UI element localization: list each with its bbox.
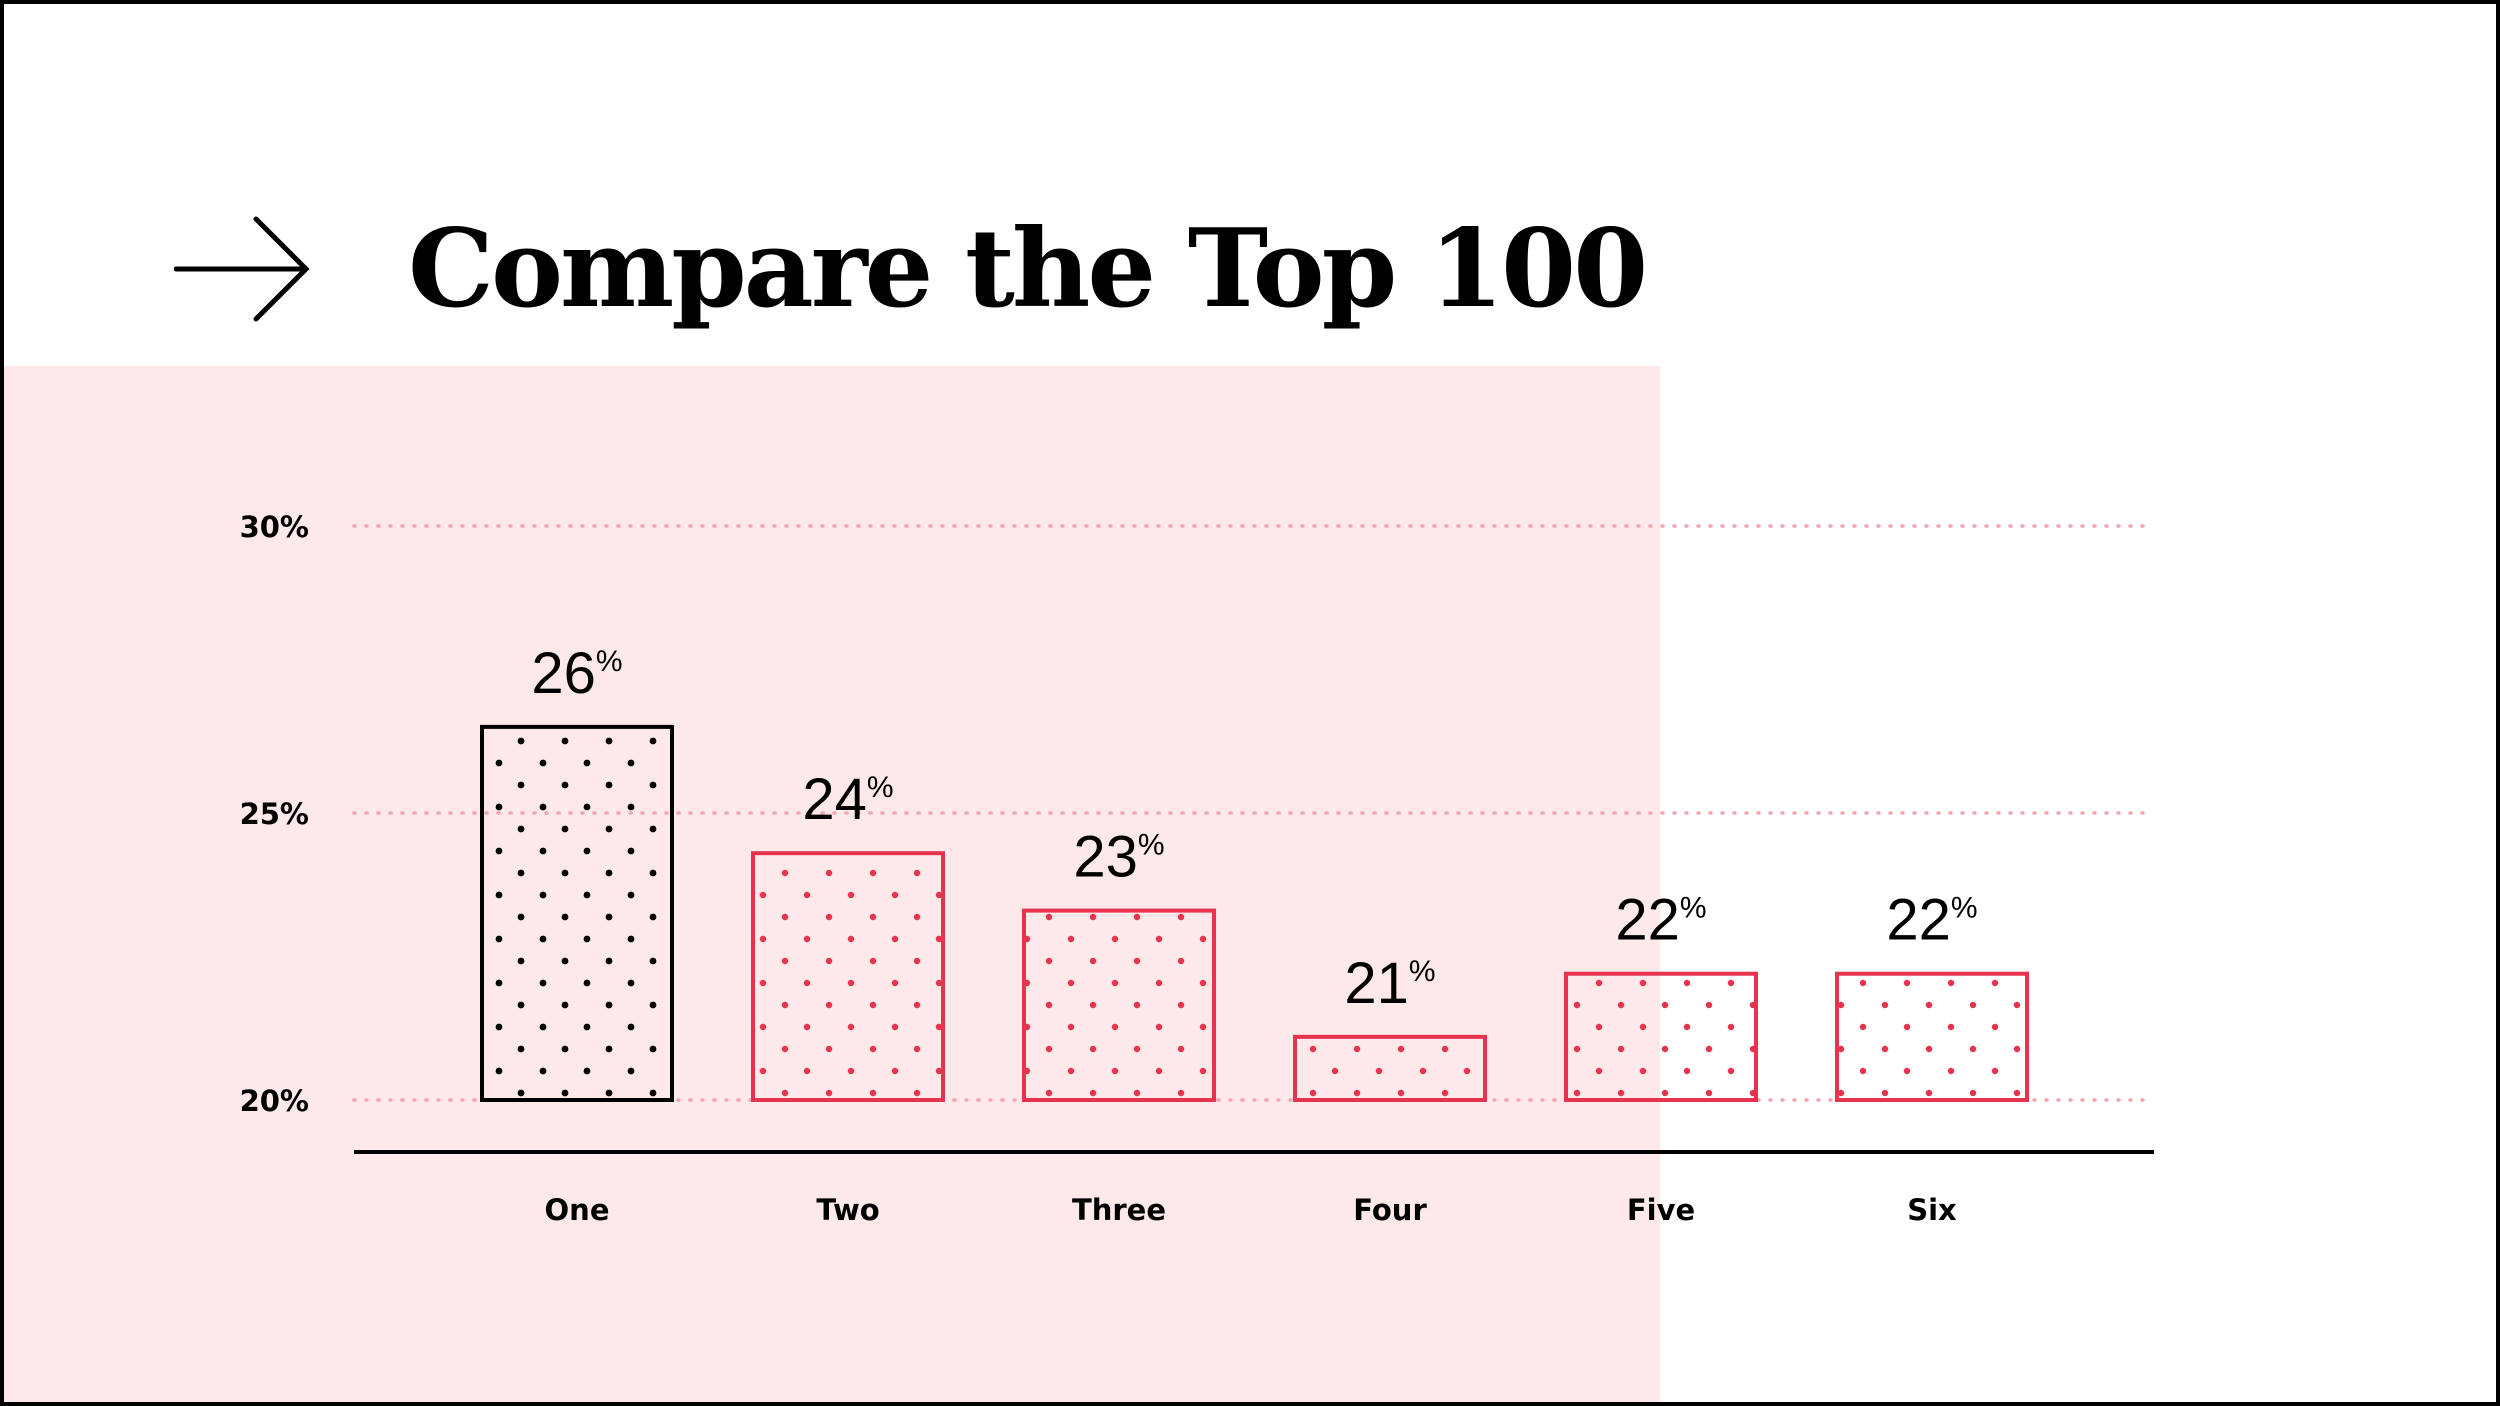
x-tick-label: Three	[1072, 1193, 1166, 1227]
bar-two	[751, 851, 945, 1102]
y-tick-label: 20%	[240, 1084, 309, 1118]
bar-five	[1564, 971, 1758, 1102]
value-label: 22%	[1615, 888, 1706, 953]
value-label: 24%	[802, 767, 893, 832]
bar-one	[480, 724, 674, 1103]
bar-chart: 20% 25% 30% 26% 24% 23% 21% 22% 22% One Two Three…	[240, 510, 2156, 1227]
value-label: 26%	[531, 641, 622, 706]
bar-three	[1022, 908, 1216, 1103]
arrow-right-icon	[174, 216, 310, 322]
bar-four	[1293, 1034, 1487, 1102]
y-axis-ticks: 20% 25% 30%	[240, 510, 309, 1118]
y-tick-label: 30%	[240, 510, 309, 544]
x-axis-labels: One Two Three Four Five Six	[545, 1193, 1958, 1227]
value-label: 23%	[1073, 825, 1164, 890]
x-tick-label: Six	[1907, 1193, 1957, 1227]
y-tick-label: 25%	[240, 797, 309, 831]
bars	[480, 724, 2029, 1103]
value-label: 21%	[1344, 951, 1435, 1016]
x-tick-label: Five	[1627, 1193, 1695, 1227]
x-tick-label: Four	[1353, 1193, 1427, 1227]
value-labels: 26% 24% 23% 21% 22% 22%	[531, 641, 1977, 1016]
x-tick-label: One	[545, 1193, 610, 1227]
x-tick-label: Two	[816, 1193, 879, 1227]
page-title: Compare the Top 100	[408, 206, 1648, 332]
value-label: 22%	[1886, 888, 1977, 953]
bar-six	[1835, 971, 2029, 1102]
